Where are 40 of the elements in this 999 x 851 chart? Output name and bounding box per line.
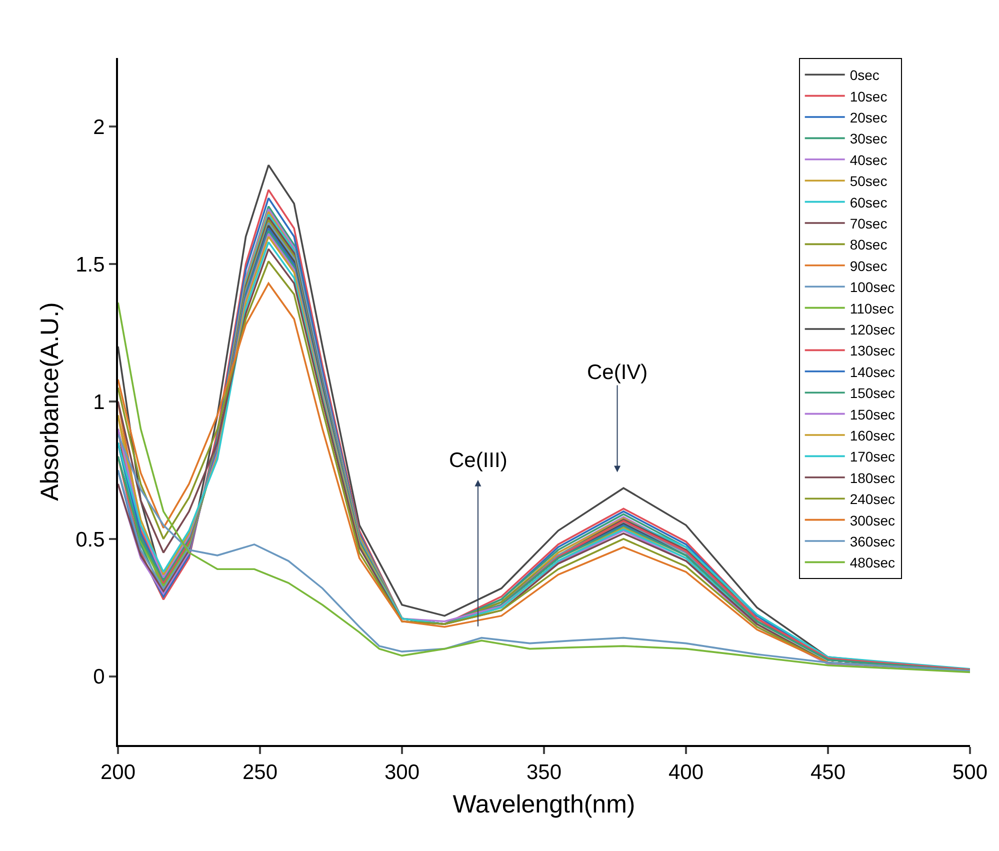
legend-label: 110sec: [850, 300, 894, 316]
y-tick-label: 0: [93, 666, 105, 689]
legend-label: 170sec: [850, 448, 895, 465]
legend-label: 160sec: [850, 427, 895, 444]
legend-label: 360sec: [850, 533, 895, 550]
x-axis-title: Wavelength(nm): [452, 790, 636, 819]
x-tick-label: 450: [810, 761, 846, 784]
legend-label: 140sec: [850, 364, 895, 380]
legend-label: 300sec: [850, 512, 895, 528]
y-axis-title: Absorbance(A.U.): [36, 302, 64, 501]
legend-label: 70sec: [850, 215, 888, 232]
legend-label: 100sec: [850, 279, 895, 296]
legend-label: 60sec: [850, 194, 888, 210]
legend-label: 20sec: [850, 109, 888, 126]
x-tick-label: 250: [242, 761, 278, 784]
legend-label: 90sec: [850, 258, 888, 274]
legend-label: 180sec: [850, 470, 895, 486]
y-tick-label: 2: [93, 116, 105, 140]
x-tick-label: 350: [526, 761, 562, 784]
y-tick-label: 0.5: [76, 528, 105, 552]
legend-label: 30sec: [850, 130, 888, 147]
x-tick-label: 500: [952, 761, 988, 784]
legend-label: 50sec: [850, 173, 888, 190]
y-tick-label: 1.5: [76, 253, 105, 276]
x-tick-label: 300: [384, 761, 420, 784]
legend-label: 480sec: [850, 554, 895, 571]
legend-label: 80sec: [850, 236, 888, 253]
legend-label: 120sec: [850, 321, 895, 338]
y-tick-label: 1: [93, 390, 105, 414]
legend-label: 0sec: [850, 67, 880, 84]
x-tick-label: 400: [668, 761, 704, 784]
annotation: Ce(III): [449, 449, 508, 472]
annotation: Ce(IV): [587, 361, 648, 384]
legend-label: 150sec: [850, 385, 895, 402]
legend-label: 40sec: [850, 152, 888, 168]
legend-label: 10sec: [850, 88, 888, 104]
x-tick-label: 200: [100, 761, 136, 784]
legend-label: 150sec: [850, 406, 895, 422]
legend-label: 240sec: [850, 491, 895, 508]
legend-label: 130sec: [850, 342, 895, 359]
